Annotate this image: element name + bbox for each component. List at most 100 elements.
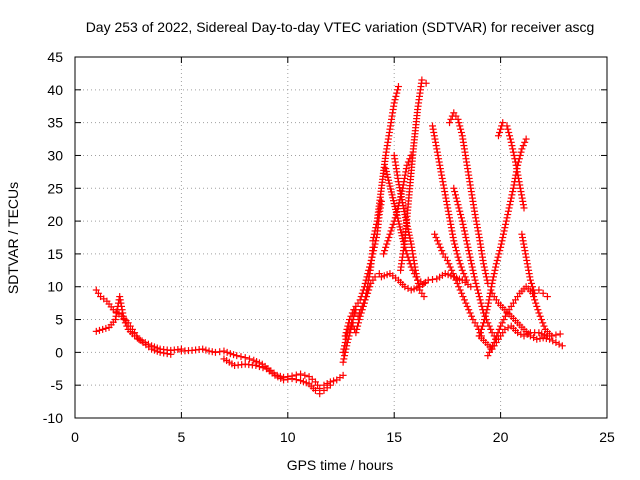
data-point xyxy=(459,220,467,228)
y-tick-label: 0 xyxy=(55,344,63,360)
data-point xyxy=(438,171,446,179)
y-tick-label: 15 xyxy=(47,246,63,262)
data-point xyxy=(411,266,419,274)
data-point xyxy=(390,217,398,225)
data-point xyxy=(370,234,378,241)
data-point xyxy=(255,363,263,371)
data-point xyxy=(555,340,563,348)
data-point xyxy=(477,299,485,307)
y-tick-label: -10 xyxy=(43,410,63,426)
data-point xyxy=(202,346,210,354)
data-point xyxy=(406,234,414,242)
data-point xyxy=(523,260,531,268)
data-point xyxy=(506,132,514,140)
data-point xyxy=(472,279,480,287)
data-point xyxy=(480,316,488,324)
data-point xyxy=(340,345,348,353)
data-point xyxy=(418,76,426,84)
data-point xyxy=(403,161,411,169)
data-point xyxy=(284,375,292,383)
data-point xyxy=(517,148,525,156)
data-point xyxy=(556,330,564,338)
data-point xyxy=(519,142,527,150)
data-point xyxy=(464,243,472,251)
data-point xyxy=(451,240,459,248)
data-point xyxy=(503,122,511,130)
data-point xyxy=(471,211,479,219)
data-point xyxy=(468,263,476,271)
data-point xyxy=(348,319,356,327)
data-point xyxy=(533,335,541,343)
data-point xyxy=(531,296,539,304)
data-point xyxy=(509,148,517,156)
data-point xyxy=(455,283,463,291)
data-point xyxy=(477,325,485,333)
data-point xyxy=(453,197,461,205)
data-point xyxy=(496,128,504,136)
data-point xyxy=(474,289,482,297)
data-point xyxy=(465,306,473,314)
data-point xyxy=(220,347,228,355)
data-point xyxy=(508,191,516,199)
data-point xyxy=(539,334,547,342)
data-point xyxy=(521,138,529,146)
data-point xyxy=(509,188,517,196)
data-point xyxy=(492,260,500,268)
data-point xyxy=(509,145,517,153)
data-point xyxy=(208,348,216,356)
data-point xyxy=(435,240,443,248)
data-point xyxy=(475,230,483,238)
data-point xyxy=(438,174,446,182)
data-point xyxy=(120,316,128,324)
data-point xyxy=(401,171,409,179)
data-point xyxy=(436,165,444,173)
data-point xyxy=(356,312,364,320)
data-point xyxy=(462,234,470,241)
data-point xyxy=(455,204,463,212)
data-point xyxy=(466,253,474,261)
data-point xyxy=(420,293,428,301)
data-point xyxy=(521,247,529,255)
data-point xyxy=(468,260,476,268)
data-point xyxy=(472,214,480,222)
data-point xyxy=(511,158,519,166)
data-point xyxy=(116,296,124,304)
data-point xyxy=(539,319,547,327)
data-point xyxy=(482,309,490,317)
data-point xyxy=(460,296,468,304)
data-point xyxy=(404,158,412,166)
y-tick-label: 20 xyxy=(47,213,63,229)
data-point xyxy=(241,354,249,362)
data-point xyxy=(512,161,520,169)
data-point xyxy=(362,289,370,297)
data-point xyxy=(504,211,512,219)
data-point xyxy=(463,302,471,310)
data-point xyxy=(465,247,473,255)
data-point xyxy=(452,276,460,284)
data-point xyxy=(482,270,490,278)
data-point xyxy=(401,213,409,221)
data-point xyxy=(451,188,459,196)
plot-frame xyxy=(74,56,608,419)
data-point xyxy=(507,197,515,205)
data-point xyxy=(95,326,103,334)
data-point xyxy=(443,256,451,264)
data-point xyxy=(422,79,430,87)
data-point xyxy=(453,279,461,287)
data-point xyxy=(347,312,355,320)
data-point xyxy=(451,191,459,199)
data-point xyxy=(438,247,446,255)
data-point xyxy=(505,204,513,212)
data-point xyxy=(488,279,496,287)
data-point xyxy=(121,319,129,327)
data-point xyxy=(414,279,422,287)
data-point xyxy=(536,335,544,343)
data-point xyxy=(526,273,534,281)
data-point xyxy=(516,151,524,159)
data-point xyxy=(450,184,458,192)
data-point xyxy=(491,266,499,274)
y-tick-label: -5 xyxy=(51,377,64,393)
data-point xyxy=(530,293,538,301)
data-point xyxy=(515,174,523,182)
data-point xyxy=(462,299,470,307)
